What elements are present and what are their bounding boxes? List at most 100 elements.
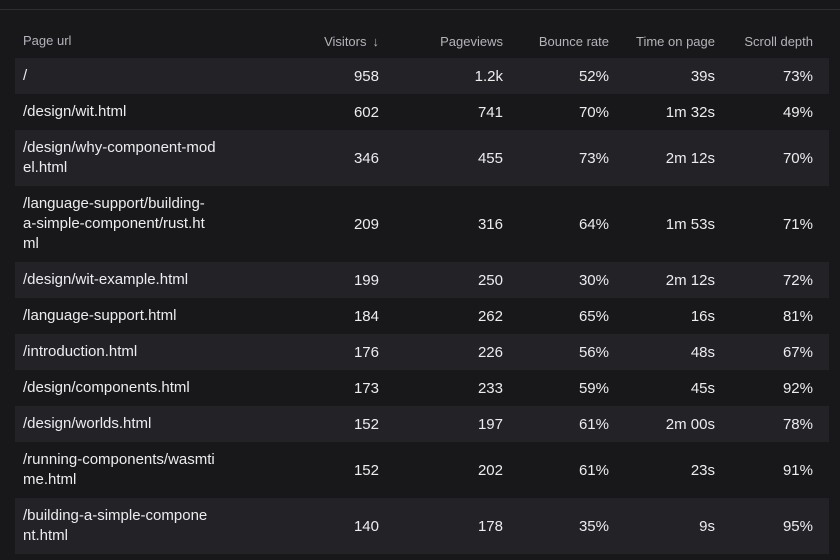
scroll-depth-cell: 92% [782, 379, 813, 397]
page-url-text: /building-a-simple-compone [23, 507, 208, 524]
scroll-depth-cell: 81% [782, 307, 813, 325]
page-url-text: me.html [23, 471, 77, 488]
page-url-cell[interactable]: /design/worlds.html [15, 414, 223, 434]
page-url-text: el.html [23, 159, 68, 176]
page-url-cell[interactable]: /design/components.html [15, 378, 223, 398]
scroll-depth-cell: 72% [782, 271, 813, 289]
table-row[interactable]: /running-components/wasmti me.html 152 202 6… [15, 442, 829, 498]
time-on-page-cell: 2m 12s [665, 149, 715, 167]
col-header-page-url[interactable]: Page url [23, 33, 72, 48]
page-url-cell[interactable]: /language-support.html [15, 306, 223, 326]
pageviews-cell: 316 [477, 215, 503, 233]
page-url-text: /design/wit.html [23, 103, 127, 120]
bounce-rate-cell: 64% [578, 215, 609, 233]
visitors-cell: 602 [353, 103, 379, 121]
bounce-rate-cell: 65% [578, 307, 609, 325]
page-url-cell[interactable]: /design/wit.html [15, 102, 223, 122]
pageviews-cell: 233 [477, 379, 503, 397]
page-url-cell[interactable]: /language-support/building-a-simple-comp… [15, 194, 223, 254]
page-url-text: /running-components/wasmti [23, 451, 215, 468]
page-url-cell[interactable]: / [15, 66, 223, 86]
visitors-cell: 958 [353, 67, 379, 85]
bounce-rate-cell: 73% [578, 149, 609, 167]
table-row[interactable]: /design/worlds.html 152 197 61% 2m 00s 78% [15, 406, 829, 442]
bounce-rate-cell: 59% [578, 379, 609, 397]
pageviews-cell: 178 [477, 517, 503, 535]
time-on-page-cell: 1m 32s [665, 103, 715, 121]
page-url-text: /design/wit-example.html [23, 271, 189, 288]
page-url-text: /design/components.html [23, 379, 190, 396]
visitors-cell: 173 [353, 379, 379, 397]
time-on-page-cell: 2m 00s [665, 415, 715, 433]
pageviews-cell: 1.2k [474, 67, 503, 85]
col-header-visitors-label: Visitors [324, 33, 367, 49]
scroll-depth-cell: 71% [782, 215, 813, 233]
time-on-page-cell: 39s [690, 67, 715, 85]
table-row[interactable]: /building-a-simple-compone nt.html 140 178 3… [15, 498, 829, 554]
table-row[interactable]: /language-support.html 184 262 65% 16s 81% [15, 298, 829, 334]
visitors-cell: 152 [353, 415, 379, 433]
col-header-bounce-rate[interactable]: Bounce rate [538, 33, 609, 49]
page-url-text: nt.html [23, 527, 69, 544]
pageviews-cell: 455 [477, 149, 503, 167]
pageviews-cell: 202 [477, 461, 503, 479]
time-on-page-cell: 16s [690, 307, 715, 325]
pageviews-cell: 250 [477, 271, 503, 289]
visitors-cell: 346 [353, 149, 379, 167]
bounce-rate-cell: 61% [578, 461, 609, 479]
table-row[interactable]: /design/components.html 173 233 59% 45s 92% [15, 370, 829, 406]
col-header-time-on-page[interactable]: Time on page [635, 33, 715, 49]
visitors-cell: 176 [353, 343, 379, 361]
visitors-cell: 140 [353, 517, 379, 535]
bounce-rate-cell: 35% [578, 517, 609, 535]
pageviews-cell: 741 [477, 103, 503, 121]
page-url-cell[interactable]: /introduction.html [15, 342, 223, 362]
page-url-text: /introduction.html [23, 343, 138, 360]
scroll-depth-cell: 73% [782, 67, 813, 85]
pageviews-cell: 226 [477, 343, 503, 361]
page-url-text: /language-support.html [23, 307, 177, 324]
table-body: / 958 1.2k 52% 39s 73% /design/wit.html 602 741 7… [15, 58, 829, 554]
table-row[interactable]: /language-support/building-a-simple-comp… [15, 186, 829, 262]
page-url-cell[interactable]: /building-a-simple-compone nt.html [15, 506, 223, 546]
time-on-page-cell: 48s [690, 343, 715, 361]
col-header-pageviews[interactable]: Pageviews [440, 33, 503, 49]
pageviews-cell: 197 [477, 415, 503, 433]
sort-descending-icon: ↓ [372, 33, 380, 49]
table-header: Page url Visitors ↓ Pageviews Bounce rate… [15, 24, 829, 58]
page-url-text: ml [23, 235, 39, 252]
visitors-cell: 209 [353, 215, 379, 233]
time-on-page-cell: 2m 12s [665, 271, 715, 289]
time-on-page-cell: 1m 53s [665, 215, 715, 233]
col-header-scroll-depth[interactable]: Scroll depth [744, 33, 813, 49]
page-url-cell[interactable]: /design/why-component-mod el.html [15, 138, 223, 178]
page-url-cell[interactable]: /running-components/wasmti me.html [15, 450, 223, 490]
scroll-depth-cell: 95% [782, 517, 813, 535]
col-header-visitors[interactable]: Visitors ↓ [223, 34, 379, 49]
table-row[interactable]: /design/wit.html 602 741 70% 1m 32s 49% [15, 94, 829, 130]
page-url-text: /design/worlds.html [23, 415, 152, 432]
bounce-rate-cell: 56% [578, 343, 609, 361]
time-on-page-cell: 23s [690, 461, 715, 479]
table-row[interactable]: /design/wit-example.html 199 250 30% 2m 12s 7… [15, 262, 829, 298]
visitors-cell: 152 [353, 461, 379, 479]
table-row[interactable]: / 958 1.2k 52% 39s 73% [15, 58, 829, 94]
page-url-text: /design/why-component-mod [23, 139, 216, 156]
visitors-cell: 184 [353, 307, 379, 325]
top-divider [0, 9, 840, 10]
scroll-depth-cell: 70% [782, 149, 813, 167]
scroll-depth-cell: 78% [782, 415, 813, 433]
scroll-depth-cell: 67% [782, 343, 813, 361]
page-url-cell[interactable]: /design/wit-example.html [15, 270, 223, 290]
table-row[interactable]: /design/why-component-mod el.html 346 455 73… [15, 130, 829, 186]
bounce-rate-cell: 52% [578, 67, 609, 85]
scroll-depth-cell: 91% [782, 461, 813, 479]
bounce-rate-cell: 61% [578, 415, 609, 433]
visitors-cell: 199 [353, 271, 379, 289]
time-on-page-cell: 45s [690, 379, 715, 397]
bounce-rate-cell: 70% [578, 103, 609, 121]
table-row[interactable]: /introduction.html 176 226 56% 48s 67% [15, 334, 829, 370]
page-url-text: /language-support/building- [23, 195, 205, 212]
bounce-rate-cell: 30% [578, 271, 609, 289]
page-url-text: / [23, 67, 28, 84]
